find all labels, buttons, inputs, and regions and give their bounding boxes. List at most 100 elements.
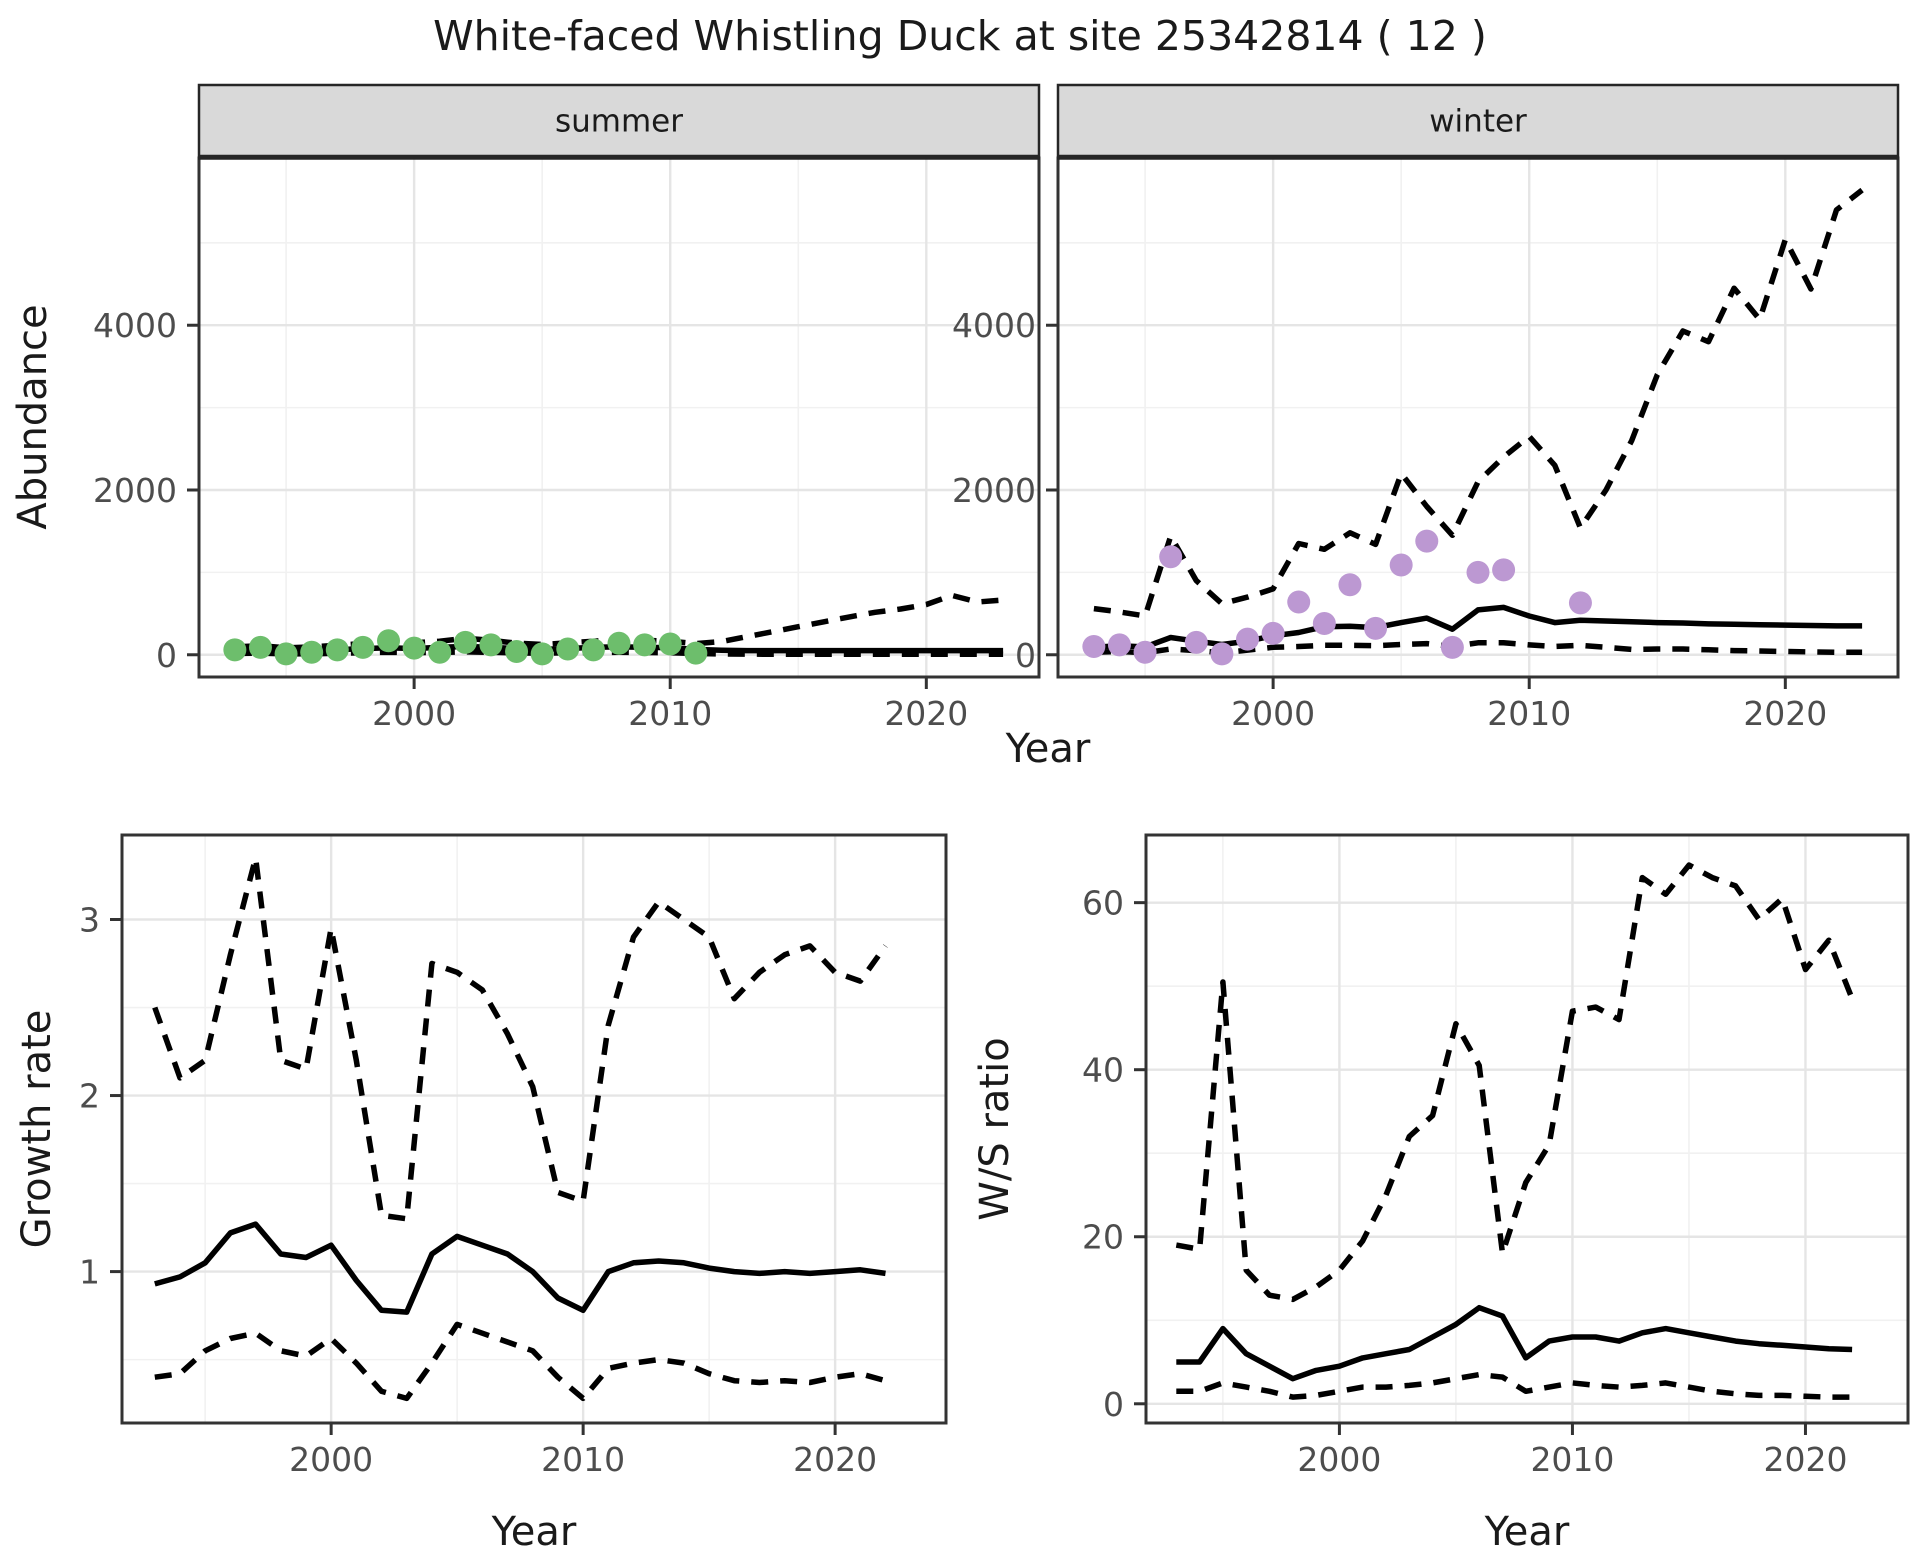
observation-point [453, 630, 477, 654]
observation-point [1338, 573, 1362, 597]
x-tick-label: 2020 [884, 694, 968, 733]
panel-frame [120, 833, 948, 1425]
observation-point [1210, 642, 1234, 666]
x-axis-title-year-growth: Year [491, 1509, 577, 1555]
observation-point [1568, 591, 1592, 615]
x-tick-label: 2000 [289, 1440, 373, 1479]
observation-point [1159, 545, 1183, 569]
x-tick-label: 2000 [372, 694, 456, 733]
observation-point [1364, 616, 1388, 640]
x-tick-label: 2000 [1297, 1440, 1381, 1479]
observation-point [581, 638, 605, 662]
observation-point [1466, 560, 1490, 584]
y-tick-label: 1 [79, 1253, 100, 1292]
axis-ticks: 2000 2010 2020 0 2000 4000 [93, 306, 968, 733]
observation-point [1184, 630, 1208, 654]
y-tick-label: 0 [1103, 1385, 1124, 1424]
observation-point [1312, 611, 1336, 635]
ws-ratio-upper-ci-line [1175, 862, 1855, 1303]
y-tick-label: 4000 [952, 306, 1036, 345]
y-tick-label: 0 [1015, 636, 1036, 675]
y-axis-title-growth-rate: Growth rate [14, 1010, 60, 1249]
x-tick-label: 2000 [1231, 694, 1315, 733]
observation-point [1261, 621, 1285, 645]
panel-abundance-winter: 2000 2010 2020 0 2000 4000 winter [952, 83, 1900, 733]
y-tick-label: 2000 [952, 471, 1036, 510]
panel-abundance-summer: 2000 2010 2020 0 2000 4000 summer [93, 83, 1041, 733]
observation-point [300, 640, 324, 664]
axis-ticks: 2000 2010 2020 1 2 3 [79, 901, 877, 1479]
x-tick-label: 2010 [1530, 1440, 1614, 1479]
chart-title: White-faced Whistling Duck at site 25342… [433, 12, 1487, 60]
grid-minor [199, 158, 1039, 677]
observation-point [658, 632, 682, 656]
abundance-winter-upper-ci-line [1093, 187, 1864, 619]
grid-major [1058, 158, 1898, 677]
panel-background [122, 835, 946, 1423]
y-tick-label: 2000 [93, 471, 177, 510]
y-axis-title-abundance: Abundance [10, 304, 56, 529]
panel-ws-ratio: 2000 2010 2020 0 20 40 60 [1082, 833, 1910, 1479]
abundance-summer-observed-counts-points [223, 629, 708, 666]
abundance-winter-observed-counts-points [1082, 529, 1592, 666]
x-tick-label: 2010 [1487, 694, 1571, 733]
growth-rate-median-line [154, 1221, 886, 1315]
axis-ticks: 2000 2010 2020 0 20 40 60 [1082, 884, 1847, 1479]
observation-point [274, 642, 298, 666]
growth-rate-lower-ci-line [154, 1321, 887, 1402]
observation-point [633, 633, 657, 657]
observation-point [1287, 590, 1311, 614]
y-tick-label: 3 [79, 901, 100, 940]
y-tick-label: 60 [1082, 884, 1124, 923]
x-tick-label: 2020 [793, 1440, 877, 1479]
observation-point [479, 633, 503, 657]
axis-ticks: 2000 2010 2020 0 2000 4000 [952, 306, 1827, 733]
observation-point [1133, 640, 1157, 664]
facet-strip-label: summer [555, 104, 683, 140]
facet-strip-label: winter [1429, 104, 1527, 140]
observation-point [556, 637, 580, 661]
observation-point [1440, 635, 1464, 659]
observation-point [505, 639, 529, 663]
observation-point [684, 641, 708, 665]
observation-point [1389, 553, 1413, 577]
x-tick-label: 2010 [541, 1440, 625, 1479]
panel-background [1146, 835, 1908, 1423]
panel-background [199, 158, 1039, 677]
observation-point [1236, 627, 1260, 651]
observation-point [1415, 529, 1439, 553]
observation-point [1082, 635, 1106, 659]
observation-point [377, 629, 401, 653]
observation-point [1492, 558, 1516, 582]
observation-point [530, 642, 554, 666]
observation-point [1107, 633, 1131, 657]
grid-minor [1146, 835, 1908, 1423]
x-tick-label: 2010 [628, 694, 712, 733]
observation-point [402, 636, 426, 660]
y-tick-label: 40 [1082, 1051, 1124, 1090]
growth-rate-upper-ci-line [152, 855, 888, 1222]
y-tick-label: 0 [156, 636, 177, 675]
ws-ratio-median-line [1176, 1304, 1853, 1382]
x-axis-title-year-ws: Year [1484, 1509, 1570, 1555]
observation-point [223, 638, 247, 662]
y-tick-label: 4000 [93, 306, 177, 345]
observation-point [428, 640, 452, 664]
y-tick-label: 2 [79, 1077, 100, 1116]
y-tick-label: 20 [1082, 1218, 1124, 1257]
observation-point [351, 635, 375, 659]
y-axis-title-ws-ratio: W/S ratio [972, 1037, 1018, 1220]
panel-growth-rate: 2000 2010 2020 1 2 3 [79, 833, 948, 1479]
observation-point [325, 638, 349, 662]
x-tick-label: 2020 [1763, 1440, 1847, 1479]
x-axis-title-year-top: Year [1005, 726, 1091, 772]
panel-frame [1144, 833, 1910, 1425]
grid-major [1146, 835, 1908, 1423]
facet-strip [197, 83, 1041, 158]
panel-background [1058, 158, 1898, 677]
observation-point [607, 631, 631, 655]
observation-point [248, 635, 272, 659]
x-tick-label: 2020 [1743, 694, 1827, 733]
